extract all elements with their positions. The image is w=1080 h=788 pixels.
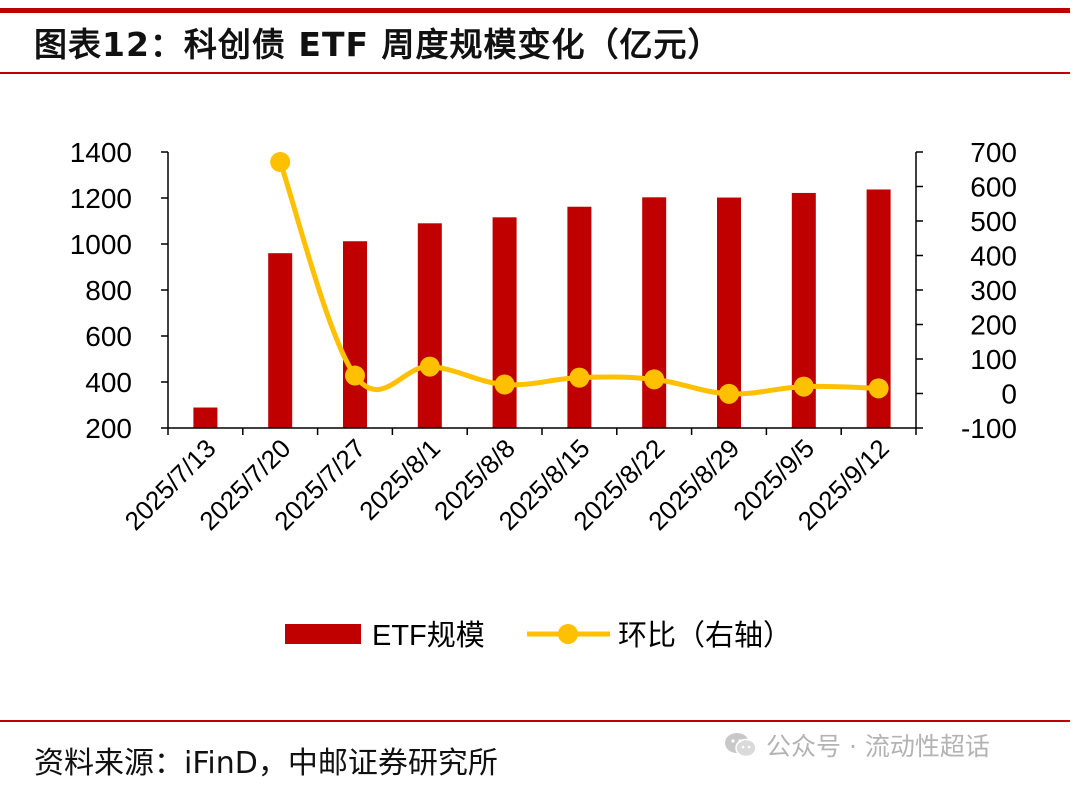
source-note: 资料来源：iFinD，中邮证券研究所 xyxy=(34,746,498,781)
right-tick-label: 100 xyxy=(970,344,1017,375)
point-mom-change-6 xyxy=(569,367,590,388)
point-mom-change-4 xyxy=(419,356,440,377)
right-tick-label: 300 xyxy=(970,275,1017,306)
bar-etf-scale-6 xyxy=(567,206,592,428)
right-tick-label: 700 xyxy=(970,137,1017,168)
point-mom-change-3 xyxy=(345,365,365,386)
left-tick-label: 200 xyxy=(85,413,132,444)
right-tick-label: 600 xyxy=(970,172,1017,203)
bar-etf-scale-5 xyxy=(492,217,517,428)
legend-swatch-etf-scale xyxy=(285,624,361,644)
right-tick-label: 400 xyxy=(970,241,1017,272)
left-tick-label: 800 xyxy=(85,275,132,306)
bar-etf-scale-4 xyxy=(417,223,442,428)
footer-rule xyxy=(0,720,1070,722)
left-tick-label: 1400 xyxy=(70,137,132,168)
point-mom-change-8 xyxy=(719,383,739,404)
right-tick-label: 200 xyxy=(970,310,1017,341)
top-rule xyxy=(0,8,1070,13)
left-tick-label: 400 xyxy=(85,367,132,398)
point-mom-change-10 xyxy=(868,378,889,399)
point-mom-change-9 xyxy=(793,376,814,397)
left-tick-label: 600 xyxy=(85,321,132,352)
bar-etf-scale-7 xyxy=(642,197,667,428)
wechat-icon xyxy=(725,733,757,758)
point-mom-change-5 xyxy=(494,374,515,395)
legend-label-etf-scale: ETF规模 xyxy=(372,619,485,652)
left-tick-label: 1000 xyxy=(70,229,132,260)
left-tick-label: 1200 xyxy=(70,183,132,214)
bar-etf-scale-1 xyxy=(193,407,218,428)
chart-title: 图表12：科创债 ETF 周度规模变化（亿元） xyxy=(34,25,722,64)
bar-etf-scale-3 xyxy=(343,241,367,428)
legend-label-mom-change: 环比（右轴） xyxy=(618,619,792,652)
x-tick-label: 2025/8/1 xyxy=(353,433,446,526)
bar-etf-scale-2 xyxy=(268,253,293,428)
title-underline xyxy=(0,72,1070,74)
right-tick-label: -100 xyxy=(961,413,1017,444)
legend-marker-mom-change xyxy=(558,624,578,644)
point-mom-change-2 xyxy=(270,152,291,173)
watermark-text: 公众号 · 流动性超话 xyxy=(766,732,990,761)
watermark: 公众号 · 流动性超话 xyxy=(724,728,990,762)
right-tick-label: 500 xyxy=(970,206,1017,237)
right-tick-label: 0 xyxy=(1001,379,1017,410)
point-mom-change-7 xyxy=(644,369,665,390)
